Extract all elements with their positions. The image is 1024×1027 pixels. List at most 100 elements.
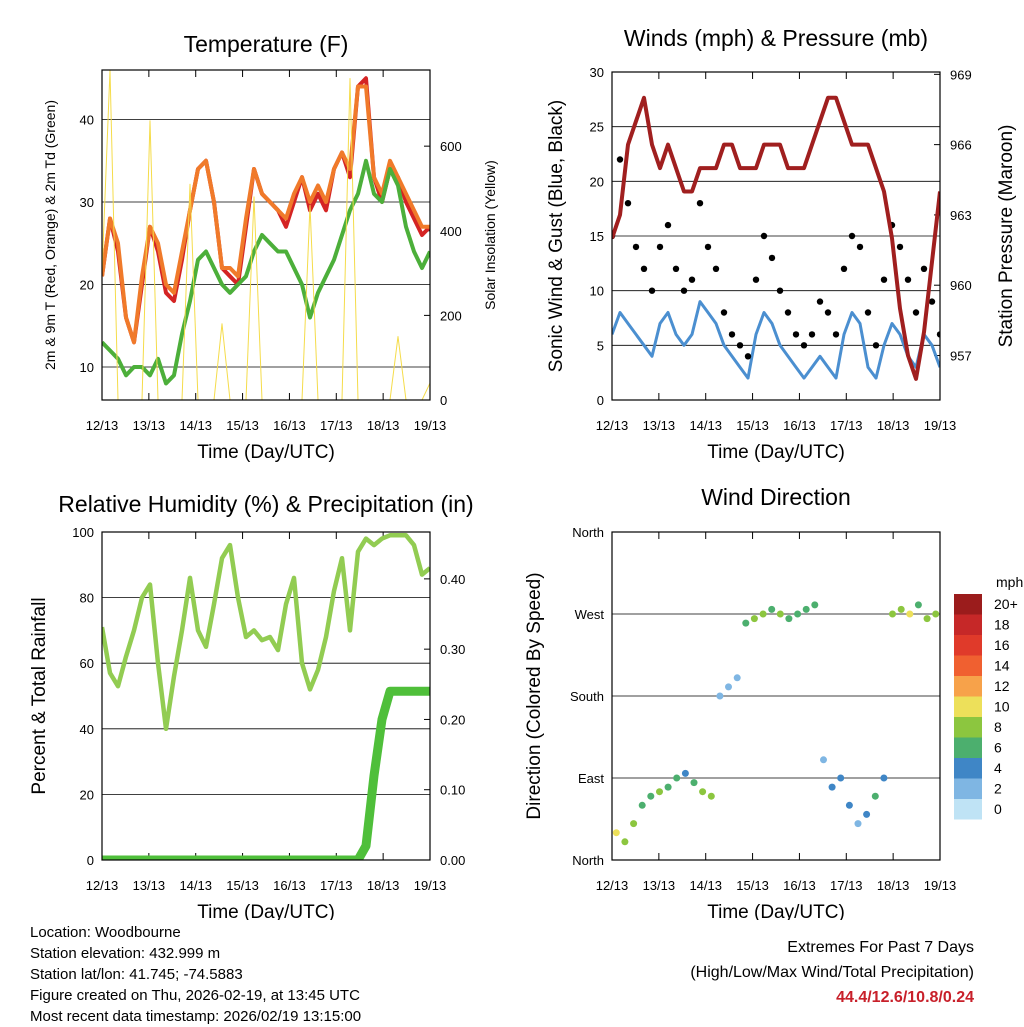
y-tick-label: 0 bbox=[597, 393, 604, 408]
y-tick-label-right: 0.00 bbox=[440, 853, 465, 868]
legend-swatch bbox=[954, 696, 982, 717]
y-tick-label-right: 0.30 bbox=[440, 642, 465, 657]
x-tick-label: 12/13 bbox=[86, 878, 119, 893]
extremes-title: Extremes For Past 7 Days bbox=[787, 939, 974, 956]
plot-frame bbox=[101, 69, 431, 401]
gust-point bbox=[752, 276, 760, 283]
gust-point bbox=[864, 309, 872, 316]
gust-point bbox=[760, 232, 768, 240]
gust-point bbox=[832, 331, 840, 338]
legend-label: 2 bbox=[994, 781, 1002, 797]
gust-point bbox=[912, 309, 920, 316]
gust-point bbox=[784, 309, 792, 316]
direction-point bbox=[776, 610, 784, 618]
direction-point bbox=[647, 792, 655, 800]
series-sonic-wind bbox=[612, 300, 940, 380]
x-tick-label: 16/13 bbox=[783, 878, 816, 893]
y-tick-label: 100 bbox=[72, 525, 94, 540]
x-tick-label: 16/13 bbox=[783, 418, 816, 433]
legend-label: 4 bbox=[994, 760, 1002, 776]
legend-swatch bbox=[954, 635, 982, 656]
plot-area bbox=[612, 601, 940, 846]
gust-point bbox=[928, 298, 936, 305]
extremes-values: 44.4/12.6/10.8/0.24 bbox=[836, 989, 974, 1006]
extremes-box: Extremes For Past 7 Days (High/Low/Max W… bbox=[690, 935, 974, 1010]
gust-point bbox=[776, 287, 784, 294]
legend-label: 16 bbox=[994, 637, 1010, 653]
y-tick-label: 10 bbox=[80, 360, 94, 375]
direction-point bbox=[656, 788, 663, 796]
x-tick-label: 15/13 bbox=[226, 418, 259, 433]
gust-point bbox=[904, 276, 912, 283]
legend-swatch bbox=[954, 778, 982, 799]
direction-point bbox=[828, 783, 836, 791]
legend-swatch bbox=[954, 737, 982, 758]
gust-point bbox=[856, 243, 864, 251]
recent-text: Most recent data timestamp: 2026/02/19 1… bbox=[30, 1008, 362, 1025]
gust-point bbox=[744, 353, 752, 360]
x-tick-label: 19/13 bbox=[924, 878, 957, 893]
gust-point bbox=[736, 342, 744, 349]
y-tick-label: North bbox=[572, 853, 604, 868]
y-tick-label-right: 0.10 bbox=[440, 783, 465, 798]
panel-title: Temperature (F) bbox=[184, 31, 349, 57]
y-axis-label: Direction (Colored By Speed) bbox=[524, 572, 545, 819]
direction-point bbox=[880, 774, 888, 782]
legend-swatch bbox=[954, 655, 982, 676]
plot-frame bbox=[611, 71, 941, 401]
y-tick-label: 15 bbox=[590, 229, 604, 244]
gust-point bbox=[824, 309, 832, 316]
y-tick-label-right: 969 bbox=[950, 67, 972, 82]
y-tick-label: 0 bbox=[87, 853, 94, 868]
y-tick-label: South bbox=[570, 689, 604, 704]
direction-point bbox=[811, 601, 819, 609]
legend-swatch bbox=[954, 594, 982, 615]
series-station-pressure bbox=[612, 95, 940, 381]
x-tick-label: 12/13 bbox=[596, 418, 629, 433]
plot-frame bbox=[611, 531, 941, 861]
panel-title: Winds (mph) & Pressure (mb) bbox=[624, 25, 928, 51]
x-tick-label: 15/13 bbox=[736, 418, 769, 433]
legend-swatch bbox=[954, 614, 982, 635]
x-tick-label: 14/13 bbox=[179, 418, 212, 433]
gust-point bbox=[872, 342, 880, 349]
y-tick-label: 20 bbox=[80, 787, 94, 802]
y-tick-label: 20 bbox=[590, 174, 604, 189]
x-tick-label: 18/13 bbox=[877, 878, 910, 893]
direction-point bbox=[725, 683, 732, 691]
gust-point bbox=[768, 254, 776, 262]
direction-point bbox=[914, 601, 922, 609]
legend-label: 8 bbox=[994, 719, 1002, 735]
gust-point bbox=[840, 265, 848, 272]
elevation-text: Station elevation: 432.999 m bbox=[30, 945, 221, 962]
y-tick-label: 25 bbox=[590, 120, 604, 135]
y-tick-label: 60 bbox=[80, 656, 94, 671]
direction-point bbox=[681, 769, 689, 777]
gust-point bbox=[816, 298, 824, 305]
direction-point bbox=[768, 605, 776, 613]
plot-frame bbox=[101, 531, 431, 861]
y-tick-label: North bbox=[572, 525, 604, 540]
weather-charts: Temperature (F) Time (Day/UTC) 2m & 9m T (… bbox=[29, 25, 1023, 920]
y-axis-label: 2m & 9m T (Red, Orange) & 2m Td (Green) bbox=[42, 100, 58, 370]
y-tick-label: West bbox=[575, 607, 605, 622]
y-tick-label-right: 0.20 bbox=[440, 712, 465, 727]
x-axis-label: Time (Day/UTC) bbox=[197, 442, 335, 463]
y-tick-label-right: 0.40 bbox=[440, 572, 465, 587]
x-tick-label: 19/13 bbox=[414, 878, 447, 893]
y-tick-label: 20 bbox=[80, 278, 94, 293]
y-axis-label: Percent & Total Rainfall bbox=[29, 597, 50, 794]
x-tick-label: 18/13 bbox=[367, 878, 400, 893]
legend-label: 10 bbox=[994, 699, 1010, 715]
gust-point bbox=[640, 265, 648, 272]
direction-point bbox=[897, 605, 905, 613]
x-tick-label: 14/13 bbox=[689, 878, 722, 893]
direction-point bbox=[863, 810, 871, 818]
x-tick-label: 13/13 bbox=[643, 878, 676, 893]
gust-point bbox=[624, 200, 632, 207]
direction-point bbox=[837, 774, 845, 782]
legend-label: 0 bbox=[994, 801, 1002, 817]
gust-point bbox=[656, 243, 664, 251]
direction-point bbox=[923, 615, 931, 623]
direction-point bbox=[621, 838, 629, 846]
